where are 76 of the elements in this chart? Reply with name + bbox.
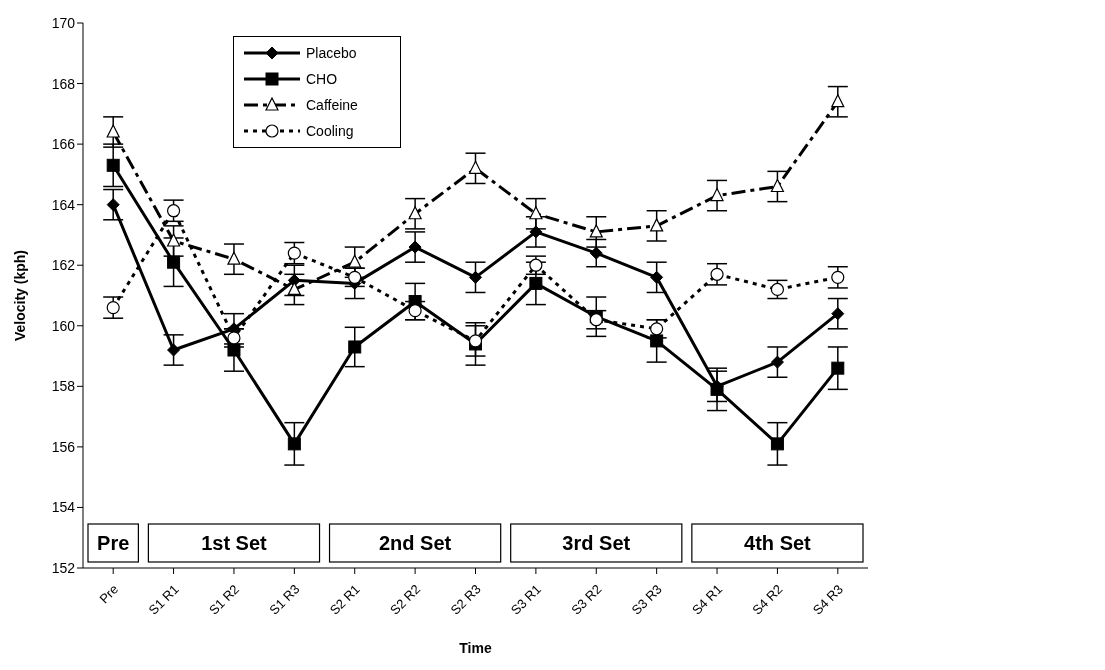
- point: [348, 340, 362, 354]
- point: [710, 267, 724, 281]
- point: [167, 343, 181, 357]
- point: [831, 307, 845, 321]
- legend-label: CHO: [306, 71, 338, 87]
- set-box: 1st Set: [147, 523, 321, 563]
- x-tick-label: S4 R1: [689, 581, 726, 618]
- point: [650, 218, 664, 232]
- y-tick-label: 168: [51, 75, 76, 92]
- point: [831, 94, 845, 108]
- x-tick-label: S2 R1: [326, 581, 363, 618]
- x-tick-label: S1 R2: [205, 581, 243, 618]
- point: [106, 124, 120, 138]
- point: [106, 301, 120, 315]
- point: [589, 224, 603, 238]
- set-box: 2nd Set: [328, 523, 502, 563]
- point: [287, 437, 301, 451]
- point: [468, 160, 483, 174]
- point: [408, 206, 422, 220]
- y-tick-label: 170: [51, 14, 76, 31]
- point: [227, 251, 241, 265]
- band-label: 2nd Set: [378, 532, 452, 554]
- point: [287, 246, 301, 260]
- y-tick-label: 156: [51, 438, 76, 455]
- point: [529, 276, 543, 290]
- x-tick-label: S2 R2: [387, 581, 424, 618]
- x-tick-label: S4 R3: [809, 581, 846, 618]
- x-tick-label: S3 R2: [568, 581, 605, 618]
- band-label: Pre: [97, 532, 130, 554]
- point: [106, 158, 120, 172]
- y-tick-label: 158: [51, 378, 76, 395]
- y-tick-label: 152: [51, 559, 76, 576]
- set-box: Pre: [87, 523, 139, 563]
- point: [348, 270, 362, 284]
- set-box: 4th Set: [691, 523, 864, 563]
- legend-label: Caffeine: [306, 97, 358, 113]
- x-tick-label: S3 R1: [507, 581, 545, 618]
- point: [650, 270, 664, 284]
- point: [469, 270, 482, 284]
- point: [650, 334, 664, 348]
- point: [166, 233, 181, 247]
- legend-label: Cooling: [306, 123, 354, 139]
- point: [106, 198, 120, 212]
- x-tick-label: S4 R2: [749, 581, 786, 618]
- point: [166, 204, 181, 218]
- point: [589, 246, 603, 260]
- point: [348, 254, 362, 268]
- y-tick-label: 164: [51, 196, 76, 213]
- point: [831, 270, 845, 284]
- point: [710, 187, 724, 202]
- y-axis-title: Velocity (kph): [11, 249, 28, 342]
- y-tick-label: 162: [51, 257, 76, 274]
- y-tick-label: 160: [51, 317, 76, 334]
- band-label: 1st Set: [201, 532, 268, 554]
- point: [831, 361, 845, 375]
- x-tick-label: S1 R1: [145, 581, 182, 618]
- point: [770, 178, 785, 193]
- point: [770, 437, 784, 451]
- point: [227, 343, 241, 357]
- x-axis-title: Time: [459, 640, 492, 656]
- point: [529, 225, 543, 239]
- x-tick-label: Pre: [96, 581, 122, 607]
- point: [167, 255, 181, 269]
- point: [529, 206, 543, 220]
- band-label: 3rd Set: [562, 532, 631, 554]
- band-label: 4th Set: [744, 532, 812, 554]
- set-box: 3rd Set: [510, 523, 683, 563]
- x-tick-label: S3 R3: [628, 581, 665, 618]
- legend-label: Placebo: [306, 45, 357, 61]
- point: [650, 322, 664, 336]
- y-tick-label: 166: [51, 136, 76, 153]
- point: [770, 355, 784, 369]
- point: [408, 240, 422, 254]
- x-tick-label: S1 R3: [266, 581, 303, 618]
- x-tick-label: S2 R3: [447, 581, 484, 618]
- y-tick-label: 154: [51, 499, 76, 516]
